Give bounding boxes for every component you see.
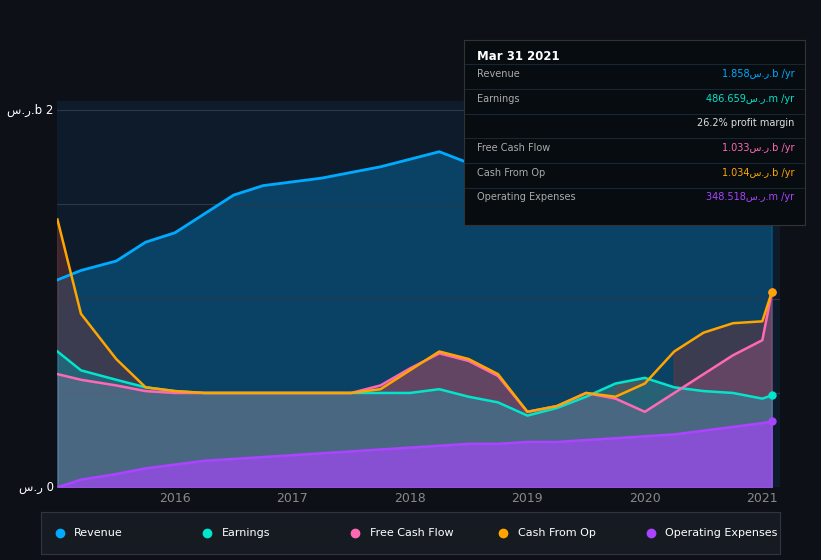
Text: 1.858س.ر.b /yr: 1.858س.ر.b /yr	[722, 69, 795, 79]
Text: Cash From Op: Cash From Op	[478, 168, 546, 178]
Text: Earnings: Earnings	[478, 94, 520, 104]
Text: Free Cash Flow: Free Cash Flow	[370, 529, 453, 538]
Text: 26.2% profit margin: 26.2% profit margin	[697, 119, 795, 128]
Text: Cash From Op: Cash From Op	[518, 529, 595, 538]
Text: س.ر 0: س.ر 0	[19, 480, 54, 494]
Text: 1.033س.ر.b /yr: 1.033س.ر.b /yr	[722, 143, 795, 153]
Text: Free Cash Flow: Free Cash Flow	[478, 143, 551, 153]
Text: Operating Expenses: Operating Expenses	[666, 529, 777, 538]
Text: 486.659س.ر.m /yr: 486.659س.ر.m /yr	[706, 94, 795, 104]
Text: Mar 31 2021: Mar 31 2021	[478, 50, 560, 63]
Text: Earnings: Earnings	[222, 529, 271, 538]
Text: س.ر.b 2: س.ر.b 2	[7, 104, 54, 117]
Text: Revenue: Revenue	[478, 69, 521, 79]
Text: Revenue: Revenue	[75, 529, 123, 538]
Text: 348.518س.ر.m /yr: 348.518س.ر.m /yr	[706, 193, 795, 202]
Text: 1.034س.ر.b /yr: 1.034س.ر.b /yr	[722, 168, 795, 178]
Text: Operating Expenses: Operating Expenses	[478, 193, 576, 202]
